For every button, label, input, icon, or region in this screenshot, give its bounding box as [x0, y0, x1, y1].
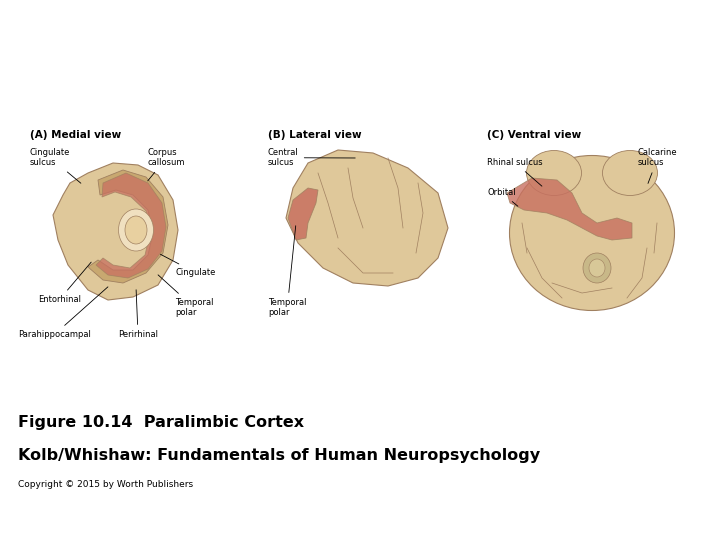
Ellipse shape	[119, 209, 153, 251]
Ellipse shape	[589, 259, 605, 277]
PathPatch shape	[286, 150, 448, 286]
Text: Corpus
callosum: Corpus callosum	[148, 148, 186, 181]
Text: Cingulate: Cingulate	[161, 254, 215, 277]
PathPatch shape	[96, 173, 166, 278]
Text: Entorhinal: Entorhinal	[38, 262, 91, 304]
Text: Orbital: Orbital	[487, 188, 518, 206]
Text: (C) Ventral view: (C) Ventral view	[487, 130, 581, 140]
Text: Temporal
polar: Temporal polar	[158, 275, 214, 318]
Bar	[0, 395, 720, 540]
Ellipse shape	[526, 151, 582, 195]
Text: Kolb/Whishaw: Fundamentals of Human Neuropsychology: Kolb/Whishaw: Fundamentals of Human Neur…	[18, 448, 540, 463]
Text: Perirhinal: Perirhinal	[118, 290, 158, 339]
Ellipse shape	[583, 253, 611, 283]
Text: Parahippocampal: Parahippocampal	[18, 287, 108, 339]
Ellipse shape	[603, 151, 657, 195]
Ellipse shape	[125, 216, 147, 244]
Ellipse shape	[510, 156, 675, 310]
PathPatch shape	[288, 188, 318, 240]
Text: Calcarine
sulcus: Calcarine sulcus	[638, 148, 678, 184]
Text: Copyright © 2015 by Worth Publishers: Copyright © 2015 by Worth Publishers	[18, 480, 193, 489]
Text: Temporal
polar: Temporal polar	[268, 226, 307, 318]
PathPatch shape	[53, 163, 178, 300]
PathPatch shape	[88, 170, 168, 283]
Text: (A) Medial view: (A) Medial view	[30, 130, 121, 140]
Text: Central
sulcus: Central sulcus	[268, 148, 355, 167]
Text: Rhinal sulcus: Rhinal sulcus	[487, 158, 543, 186]
Text: Cingulate
sulcus: Cingulate sulcus	[30, 148, 81, 183]
Text: (B) Lateral view: (B) Lateral view	[268, 130, 361, 140]
PathPatch shape	[507, 178, 632, 240]
Text: Figure 10.14  Paralimbic Cortex: Figure 10.14 Paralimbic Cortex	[18, 415, 304, 430]
